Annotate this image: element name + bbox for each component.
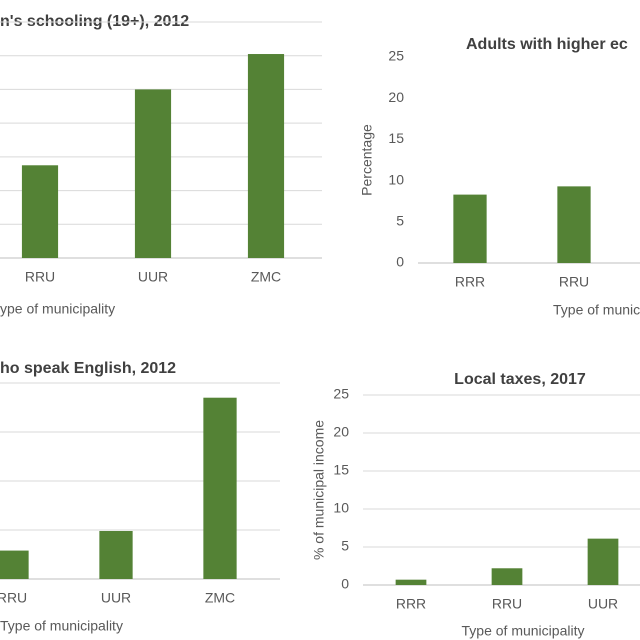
x-tick-label: UUR (101, 590, 131, 606)
x-tick-label: RRR (396, 596, 426, 612)
y-tick-label: 15 (388, 130, 404, 146)
y-tick-label: 15 (333, 462, 349, 478)
x-axis-label: Type of municipality (462, 623, 585, 639)
y-tick-label: 20 (333, 424, 349, 440)
bar (134, 89, 172, 258)
x-tick-label: UUR (588, 596, 618, 612)
y-tick-label: 5 (341, 538, 349, 554)
y-tick-label: 20 (388, 89, 404, 105)
bar (557, 186, 591, 263)
bar (203, 397, 237, 579)
x-tick-label: ZMC (251, 269, 281, 285)
x-tick-label: RRU (559, 274, 589, 290)
y-tick-label: 25 (388, 48, 404, 64)
x-axis-label: ype of municipality (0, 301, 115, 317)
y-tick-label: 25 (333, 386, 349, 402)
bar (21, 165, 59, 258)
x-tick-label: RRR (455, 274, 485, 290)
chart-title: Local taxes, 2017 (454, 371, 586, 388)
x-tick-label: ZMC (205, 590, 235, 606)
chart-title: ho speak English, 2012 (0, 360, 176, 377)
y-axis-label: Percentage (359, 124, 375, 196)
y-tick-label: 10 (388, 171, 404, 187)
bar (247, 54, 285, 259)
bar (99, 530, 133, 579)
y-tick-label: 0 (396, 254, 404, 270)
bar (0, 550, 29, 579)
x-tick-label: RRU (0, 590, 27, 606)
y-tick-label: 0 (341, 576, 349, 592)
x-axis-label: Type of municipality (0, 618, 123, 634)
x-tick-label: RRU (492, 596, 522, 612)
bar (587, 538, 619, 585)
x-tick-label: RRU (25, 269, 55, 285)
x-tick-label: UUR (138, 269, 168, 285)
x-axis-label: Type of munic (553, 302, 640, 318)
chart-title: Adults with higher ec (466, 36, 628, 53)
bar (491, 568, 523, 585)
y-tick-label: 10 (333, 500, 349, 516)
bar (395, 579, 427, 585)
y-tick-label: 5 (396, 213, 404, 229)
y-axis-label: % of municipal income (311, 420, 327, 560)
bar (453, 194, 487, 263)
